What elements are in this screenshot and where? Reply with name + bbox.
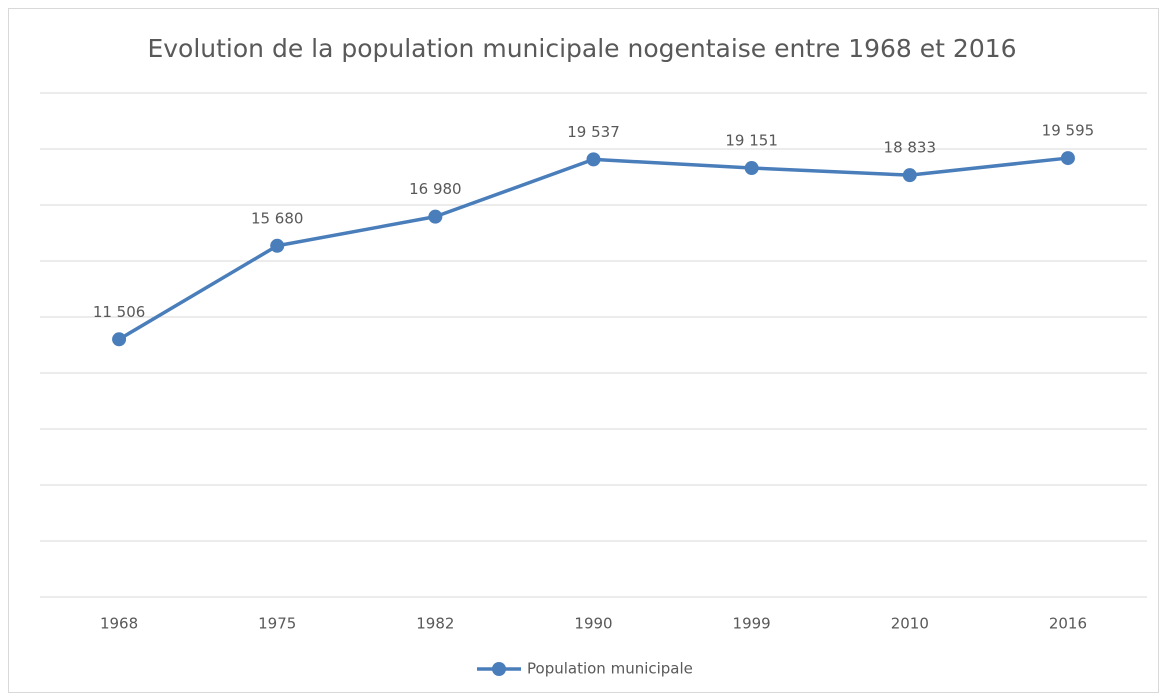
x-tick-label: 1968 <box>100 615 138 633</box>
chart-title: Evolution de la population municipale no… <box>147 34 1016 63</box>
data-point <box>586 152 601 167</box>
x-tick-label: 2016 <box>1049 615 1087 633</box>
data-label: 18 833 <box>884 139 937 157</box>
data-label: 11 506 <box>93 303 146 321</box>
x-tick-label: 1982 <box>416 615 454 633</box>
legend-marker <box>492 662 506 676</box>
x-tick-label: 1990 <box>574 615 612 633</box>
data-point <box>1060 151 1075 166</box>
data-point <box>744 161 759 176</box>
data-point <box>902 168 917 183</box>
x-tick-label: 1999 <box>733 615 771 633</box>
x-tick-label: 2010 <box>891 615 929 633</box>
data-label: 16 980 <box>409 180 462 198</box>
data-label: 19 595 <box>1042 122 1095 140</box>
data-label: 19 537 <box>567 123 620 141</box>
data-label: 15 680 <box>251 209 304 227</box>
x-tick-label: 1975 <box>258 615 296 633</box>
data-point <box>270 238 285 253</box>
chart-frame <box>8 8 1159 693</box>
data-label: 19 151 <box>725 132 778 150</box>
legend-label: Population municipale <box>527 660 693 678</box>
data-point <box>112 332 127 347</box>
data-point <box>428 209 443 224</box>
